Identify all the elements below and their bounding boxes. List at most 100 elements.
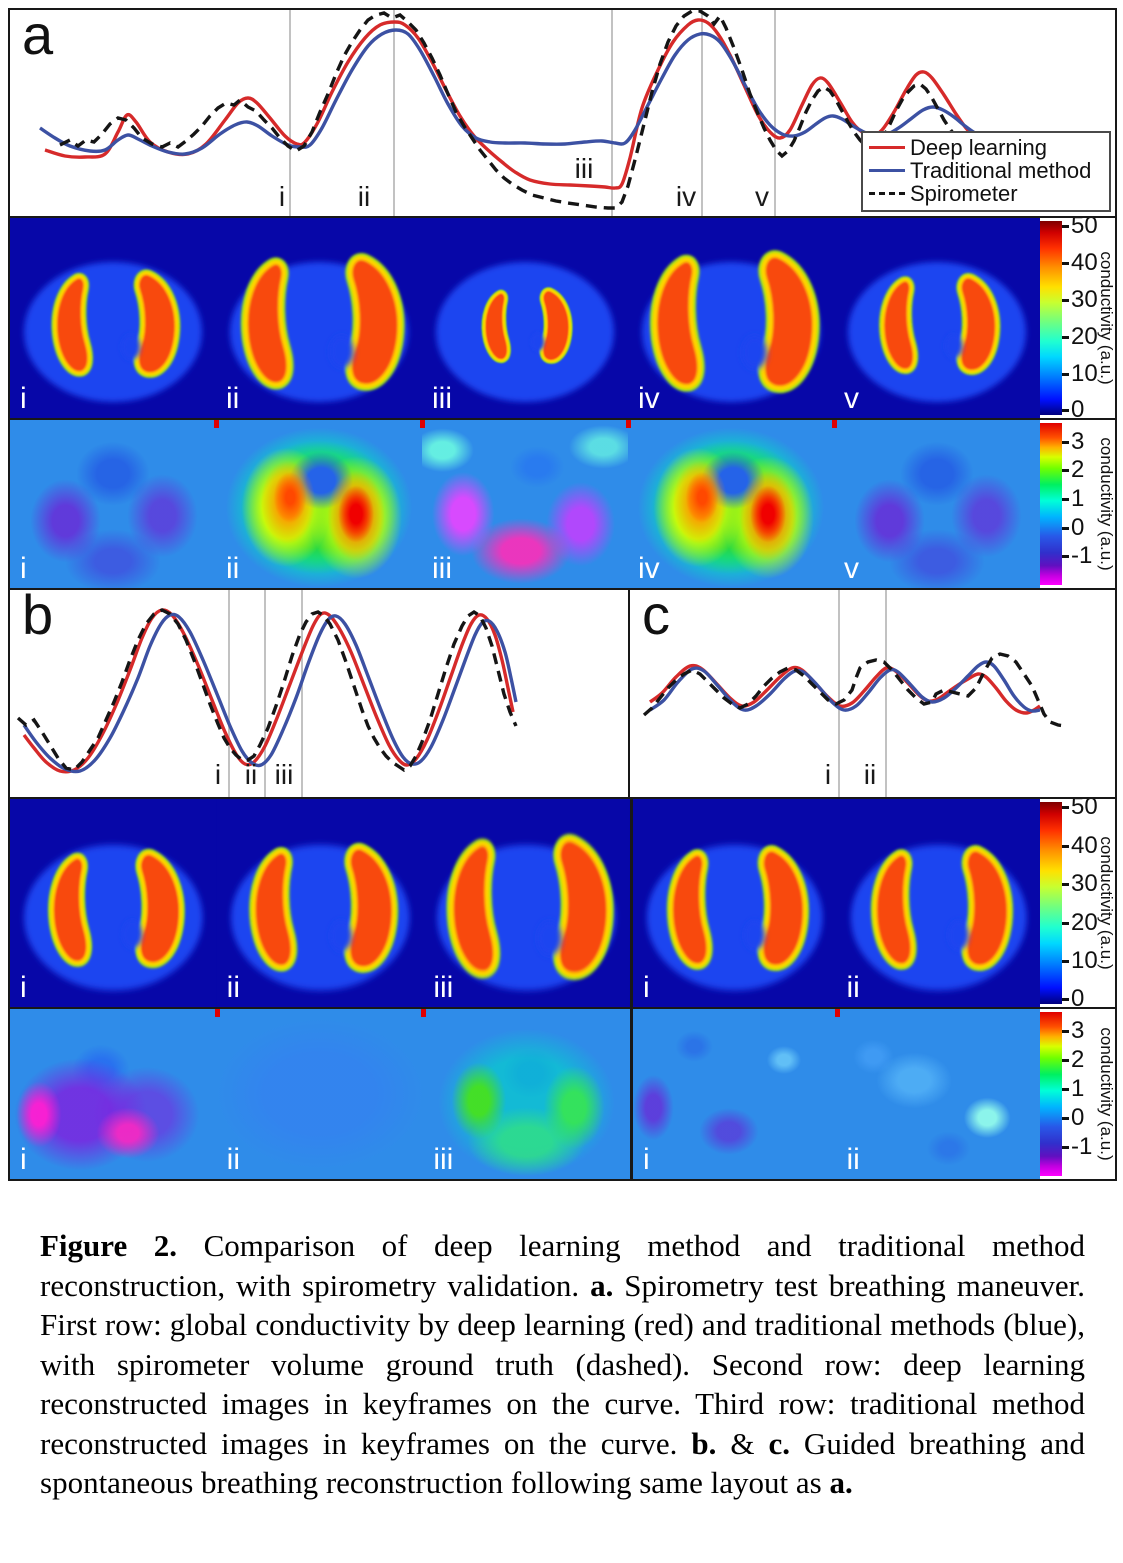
lung-image-frame-ii: ii <box>216 799 424 1007</box>
colorbar-tick-mark <box>1062 960 1069 964</box>
lung-image-frame-iv: iv <box>628 218 834 418</box>
colorbar-tick-label: 2 <box>1071 456 1085 484</box>
legend-entry-spirometer: Spirometer <box>869 180 1103 206</box>
figure-caption: Figure 2. Comparison of deep learning me… <box>40 1228 1086 1500</box>
colorbar-axis-label: conductivity (a.u.) <box>1097 836 1116 970</box>
colorbar-axis-label: conductivity (a.u.) <box>1097 251 1116 385</box>
keyframe-label: iii <box>275 759 294 790</box>
traditional-image-frame-i: i <box>10 420 216 588</box>
dashed-line-swatch-icon <box>869 192 905 195</box>
series-deep-learning <box>22 608 515 774</box>
colorbar-tick-mark <box>1062 1145 1069 1149</box>
colorbar-tick-label: 0 <box>1071 1103 1085 1131</box>
traditional-image-frame-ii: ii <box>214 1009 424 1179</box>
lung-image-frame-ii: ii <box>216 218 422 418</box>
colorbar-tick-mark <box>1062 440 1069 444</box>
frame-roman-label: i <box>20 552 27 585</box>
lung-image-frame-i: i <box>10 218 216 418</box>
legend-label: Traditional method <box>910 157 1092 183</box>
colorbar-tick-label: -1 <box>1071 1132 1093 1160</box>
chart-panel-b: i ii iii b <box>8 583 632 799</box>
colorbar-tick-mark <box>1062 225 1069 228</box>
colorbar-tick-label: 30 <box>1071 870 1098 898</box>
colorbar-tick-label: 50 <box>1071 216 1098 239</box>
keyframe-label: v <box>755 181 769 212</box>
traditional-image-frame-iii: iii <box>420 420 628 588</box>
traditional-images-row-bc: i ii iii i ii conductivity (a.u.) 3 2 1 0 -1 <box>8 1007 1117 1181</box>
colorbar-tick-mark <box>1062 555 1069 559</box>
red-marker-tick <box>214 1009 220 1017</box>
keyframe-label: iv <box>676 181 696 212</box>
keyframe-label: ii <box>358 181 370 212</box>
colorbar-tick-label: 20 <box>1071 908 1098 936</box>
colorbar-tick-mark <box>1062 262 1069 265</box>
colorbar-tick-mark <box>1062 1087 1069 1091</box>
series-traditional-method <box>22 612 518 774</box>
frame-roman-label: i <box>643 971 650 1004</box>
traditional-images-row-a: i ii iii iv v conductivity (a.u.) 3 2 1 0 -1 <box>8 418 1117 590</box>
red-marker-tick <box>214 420 219 428</box>
colorbar-axis-label: conductivity (a.u.) <box>1097 437 1116 571</box>
colorbar-tick-mark <box>1062 921 1069 925</box>
frame-roman-label: i <box>20 1143 27 1176</box>
colorbar-tick-label: 40 <box>1071 831 1098 859</box>
chart-legend: Deep learning Traditional method Spirome… <box>861 131 1111 212</box>
colorbar-tick-mark <box>1062 883 1069 887</box>
red-marker-tick <box>834 1009 840 1017</box>
colorbar-tick-mark <box>1062 469 1069 473</box>
panel-letter-c: c <box>642 583 670 646</box>
frame-roman-label: iii <box>432 552 452 585</box>
colorbar-axis-label: conductivity (a.u.) <box>1097 1027 1116 1161</box>
colorbar-tick-mark <box>1062 497 1069 501</box>
colorbar-tick-mark <box>1062 1116 1069 1120</box>
traditional-image-frame-ii: ii <box>834 1009 1040 1179</box>
deep-learning-images-row-bc: i ii iii i ii conductivity (a.u.) 50 40 30 20 10… <box>8 797 1117 1009</box>
frame-roman-label: i <box>643 1143 650 1176</box>
colorbar-tick-mark <box>1062 997 1069 1001</box>
image-strip: i ii iii i ii <box>10 799 1040 1007</box>
colorbar-conductivity-diff: conductivity (a.u.) 3 2 1 0 -1 <box>1040 1009 1116 1179</box>
keyframe-label: i <box>279 181 285 212</box>
frame-roman-label: iii <box>433 1143 454 1176</box>
frame-roman-label: v <box>844 382 859 415</box>
frame-roman-label: i <box>20 971 27 1004</box>
red-marker-tick <box>626 420 631 428</box>
frame-roman-label: ii <box>226 552 240 585</box>
panel-letter-a: a <box>22 3 54 66</box>
colorbar-tick-mark <box>1062 844 1069 848</box>
series-deep-learning <box>648 663 1041 715</box>
keyframe-label: i <box>215 759 221 790</box>
series-spirometer <box>16 608 518 773</box>
image-strip: i ii iii iv v <box>10 420 1040 588</box>
colorbar-tick-label: 10 <box>1071 947 1098 975</box>
lung-image-frame-iii: iii <box>422 218 628 418</box>
colorbar-tick-label: 50 <box>1071 797 1098 821</box>
colorbar-tick-mark <box>1062 526 1069 530</box>
chart-panel-a: i ii iii iv v a Deep learning Traditional me… <box>8 3 1117 218</box>
frame-roman-label: iii <box>433 971 454 1004</box>
colorbar-tick-label: 1 <box>1071 484 1085 512</box>
deep-learning-images-row-a: i ii iii iv v conductivity (a.u.) 50 40 30 20 10… <box>8 216 1117 420</box>
colorbar-tick-label: 20 <box>1071 323 1098 350</box>
frame-roman-label: ii <box>846 971 860 1004</box>
colorbar-tick-label: -1 <box>1071 542 1093 570</box>
frame-roman-label: iv <box>638 552 660 585</box>
frame-roman-label: ii <box>226 382 240 415</box>
chart-b-plot: i ii iii <box>16 590 518 797</box>
panel-letter-b: b <box>22 583 54 646</box>
series-spirometer <box>642 652 1067 728</box>
keyframe-label: ii <box>245 759 257 790</box>
legend-entry-deep-learning: Deep learning <box>869 134 1103 160</box>
colorbar-gradient <box>1040 423 1062 585</box>
legend-label: Deep learning <box>910 134 1047 160</box>
red-marker-tick <box>420 420 425 428</box>
frame-roman-label: i <box>20 382 27 415</box>
traditional-image-frame-iv: iv <box>626 420 834 588</box>
colorbar-tick-label: 40 <box>1071 249 1098 276</box>
legend-label: Spirometer <box>910 180 1018 206</box>
colorbar-gradient <box>1040 1012 1062 1176</box>
legend-entry-traditional: Traditional method <box>869 157 1103 183</box>
red-marker-tick <box>421 1009 427 1017</box>
colorbar-tick-label: 1 <box>1071 1074 1085 1102</box>
